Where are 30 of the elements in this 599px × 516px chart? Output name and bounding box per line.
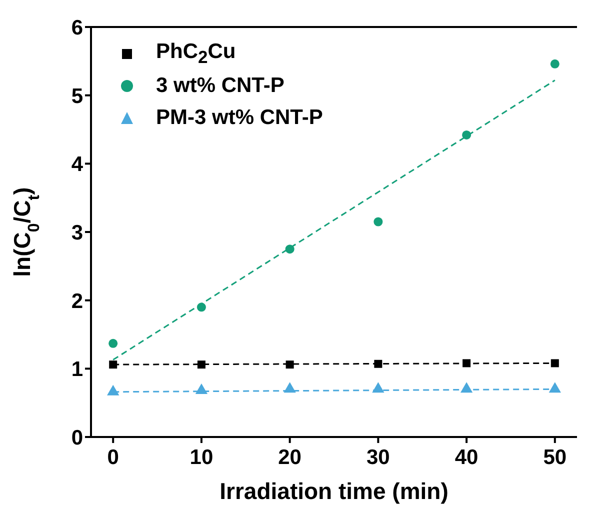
point xyxy=(462,130,472,140)
point xyxy=(286,360,294,369)
x-tick-label: 20 xyxy=(278,446,302,469)
point xyxy=(462,359,471,368)
point xyxy=(550,59,560,68)
point xyxy=(197,360,206,369)
legend-label: PhC$_{2}$Cu xyxy=(156,40,236,68)
x-tick-label: 0 xyxy=(107,446,119,469)
y-tick-label: 3 xyxy=(71,221,83,244)
y-tick-label: 0 xyxy=(71,426,83,450)
x-tick-label: 40 xyxy=(454,446,478,469)
point xyxy=(374,360,382,368)
legend-label: PM-3 wt% CNT-P xyxy=(156,106,323,130)
y-tick-label: 2 xyxy=(71,290,83,313)
y-tick-label: 6 xyxy=(71,16,83,40)
legend-label: 3 wt% CNT-P xyxy=(156,74,284,98)
x-tick-label: 50 xyxy=(543,446,567,469)
point xyxy=(285,244,294,254)
x-tick-label: 10 xyxy=(190,446,214,469)
point xyxy=(195,384,208,394)
point xyxy=(550,359,559,368)
point xyxy=(196,302,206,312)
y-tick-label: 5 xyxy=(71,84,84,108)
y-tick-label: 1 xyxy=(71,358,84,382)
point xyxy=(374,217,383,226)
y-tick-label: 4 xyxy=(71,153,84,176)
point xyxy=(108,338,118,348)
point xyxy=(109,360,118,369)
x-tick-label: 30 xyxy=(366,446,390,469)
x-axis-title: Irradiation time (min) xyxy=(220,478,448,504)
